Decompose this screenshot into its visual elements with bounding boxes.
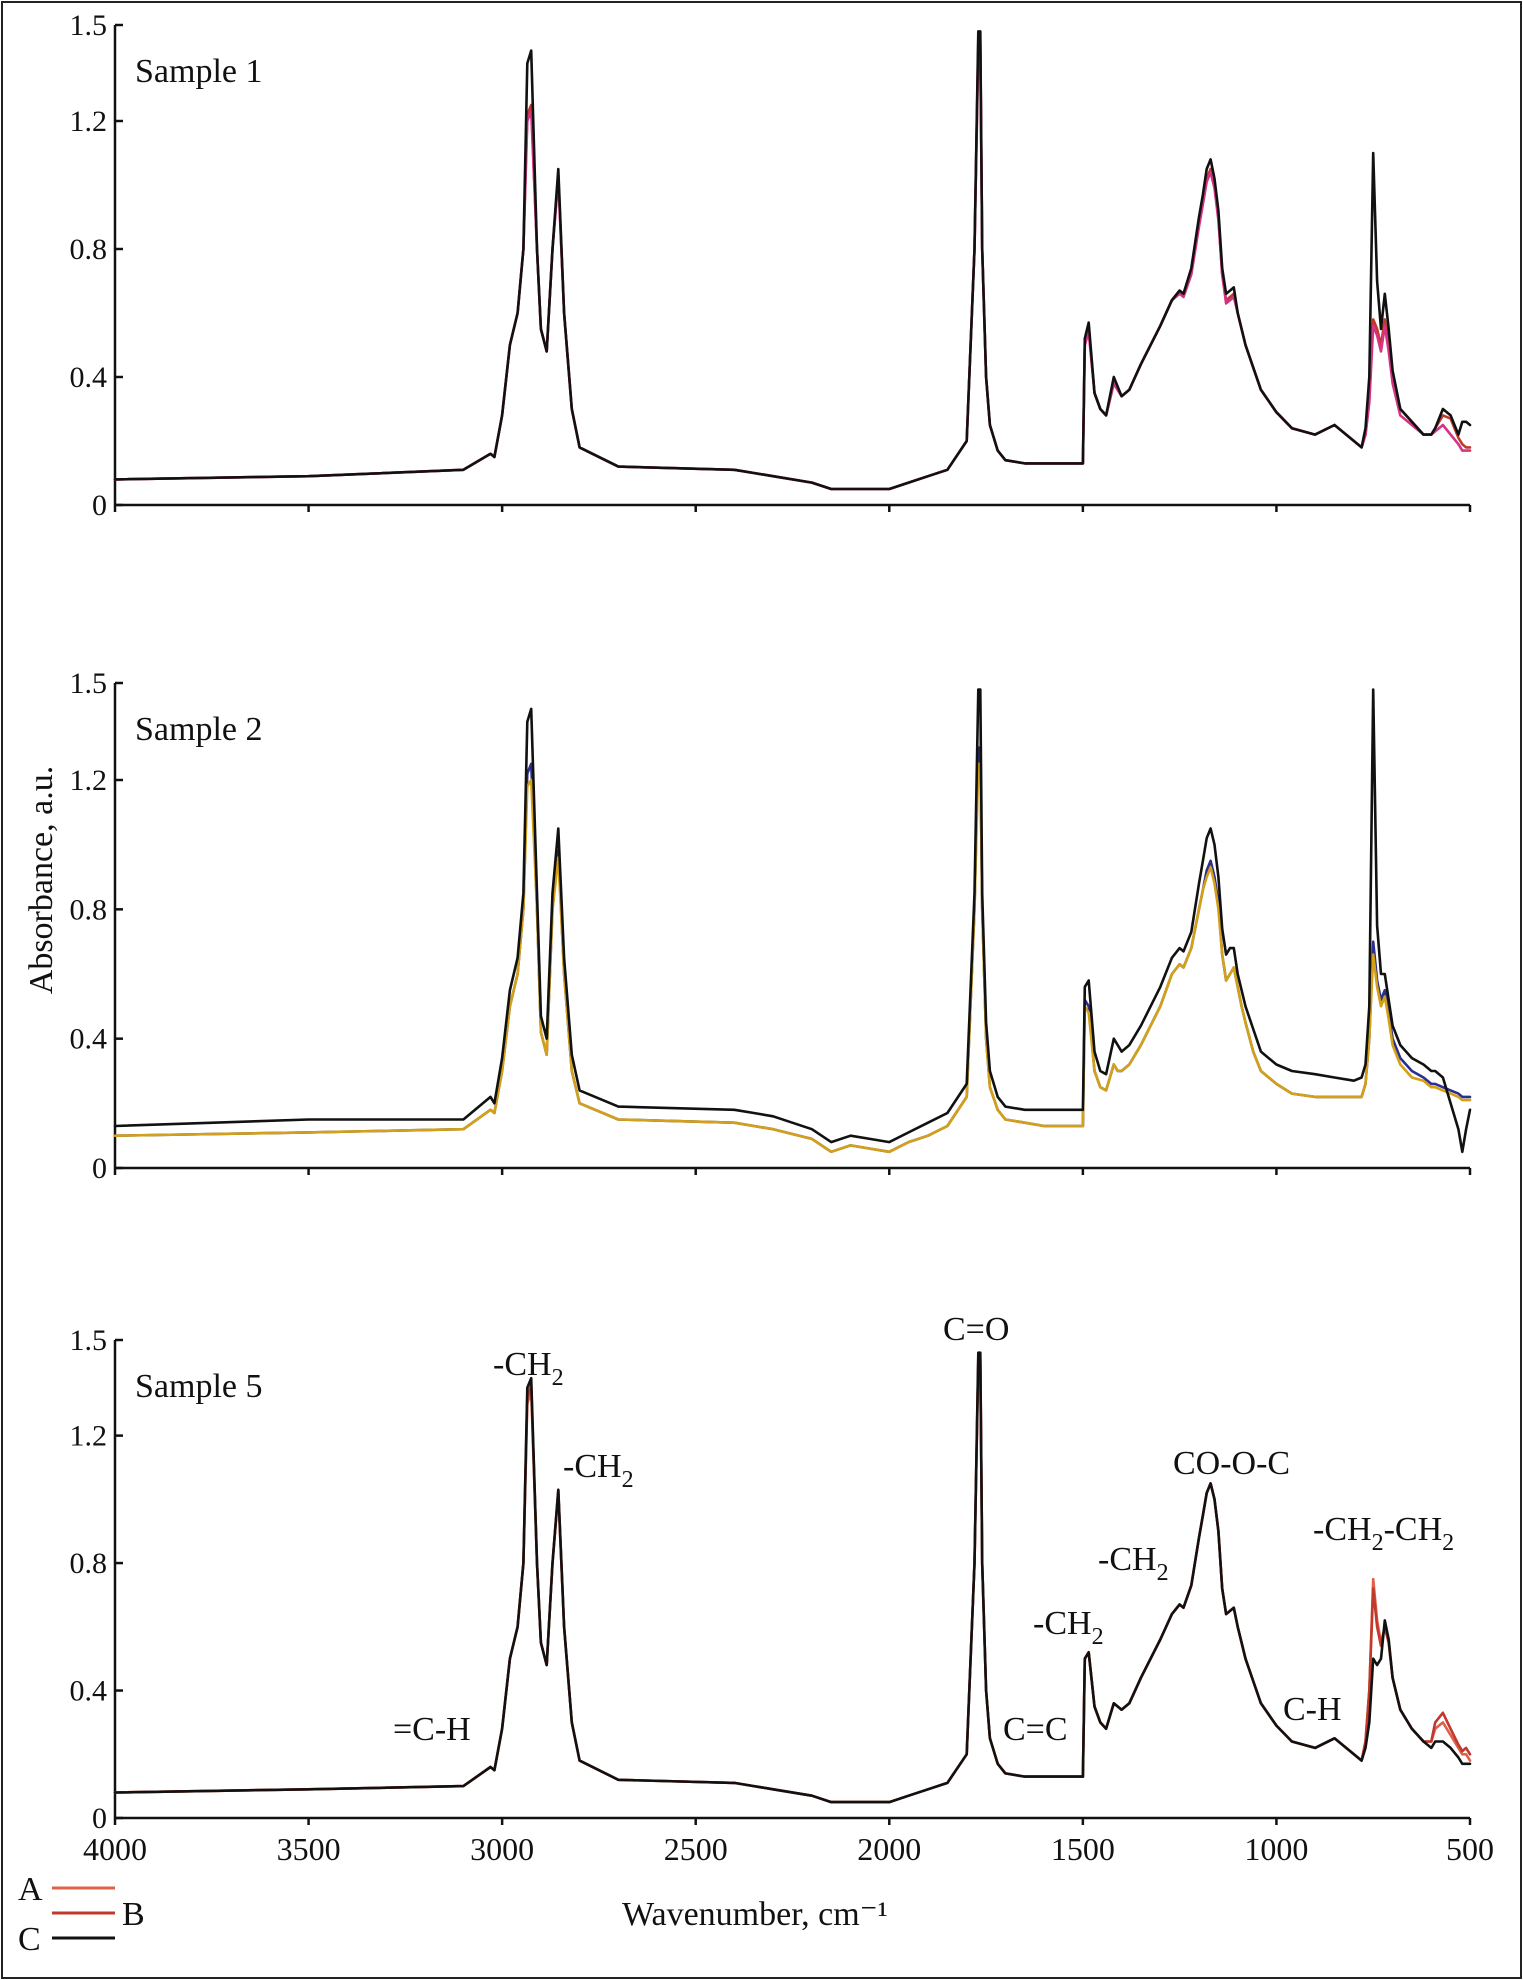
chart-panel-2: 0 0.4 0.8 1.2 1.5 Sample 2 <box>70 667 1472 1185</box>
peak-annotation: C=C <box>1003 1711 1068 1748</box>
x-tick-label: 3500 <box>277 1831 341 1867</box>
peak-annotation: -CH2 <box>493 1346 564 1391</box>
y-tick-label: 0.4 <box>70 361 108 394</box>
series-line-3 <box>113 30 1472 491</box>
series-line-3 <box>113 1351 1472 1804</box>
x-tick-label: 2000 <box>857 1831 921 1867</box>
legend: A B C <box>18 1871 145 1958</box>
peak-annotation: C=O <box>943 1311 1009 1348</box>
x-axis-title: Wavenumber, cm⁻¹ <box>622 1896 888 1933</box>
chart-panel-3: 0 0.4 0.8 1.2 1.5 4000 3500 3000 2500 2000 1500 100… <box>70 1311 1495 1867</box>
panel-title: Sample 1 <box>135 53 262 90</box>
y-tick-label: 0.8 <box>70 1547 108 1580</box>
x-tick-label: 2500 <box>664 1831 728 1867</box>
peak-annotation: -CH2 <box>1098 1541 1169 1586</box>
peak-annotation: =C-H <box>393 1711 471 1748</box>
x-tick-label: 1000 <box>1244 1831 1308 1867</box>
panel-title: Sample 5 <box>135 1368 262 1405</box>
series-line-1 <box>113 1361 1472 1804</box>
y-tick-label: 1.5 <box>70 1324 108 1357</box>
peak-annotation: CO-O-C <box>1173 1445 1290 1482</box>
legend-label-c: C <box>18 1921 41 1958</box>
series-line-3 <box>113 688 1472 1154</box>
x-tick-label: 500 <box>1446 1831 1494 1867</box>
y-tick-label: 0.8 <box>70 893 108 926</box>
y-tick-label: 0 <box>92 489 107 522</box>
y-tick-label: 1.2 <box>70 764 108 797</box>
peak-annotation: -CH2 <box>563 1448 634 1493</box>
x-tick-label: 3000 <box>470 1831 534 1867</box>
y-tick-label: 1.2 <box>70 1420 108 1453</box>
y-tick-label: 1.5 <box>70 9 108 42</box>
y-tick-label: 0 <box>92 1152 107 1185</box>
peak-annotation: -CH2 <box>1033 1605 1104 1650</box>
series-line-1 <box>113 746 1472 1154</box>
series-line-2 <box>113 762 1472 1154</box>
y-tick-label: 0.4 <box>70 1023 108 1056</box>
y-axis-title: Absorbance, a.u. <box>23 766 60 994</box>
legend-label-a: A <box>18 1871 43 1908</box>
legend-label-b: B <box>122 1896 145 1933</box>
peak-annotation: -CH2-CH2 <box>1313 1511 1454 1556</box>
series-line-2 <box>113 49 1472 491</box>
y-tick-label: 0.4 <box>70 1675 108 1708</box>
series-line-2 <box>113 1357 1472 1804</box>
chart-panels: 0 0.4 0.8 1.2 1.5 Sample 1 0 0.4 0.8 1.2 1.5 Sample… <box>70 9 1495 1867</box>
y-tick-label: 1.5 <box>70 667 108 700</box>
chart-panel-1: 0 0.4 0.8 1.2 1.5 Sample 1 <box>70 9 1472 522</box>
series-line-1 <box>113 39 1472 491</box>
x-tick-label: 4000 <box>83 1831 147 1867</box>
y-tick-label: 0.8 <box>70 233 108 266</box>
y-tick-label: 1.2 <box>70 105 108 138</box>
y-tick-label: 0 <box>92 1802 107 1835</box>
x-tick-label: 1500 <box>1051 1831 1115 1867</box>
panel-title: Sample 2 <box>135 711 262 748</box>
peak-annotation: C-H <box>1283 1691 1342 1728</box>
